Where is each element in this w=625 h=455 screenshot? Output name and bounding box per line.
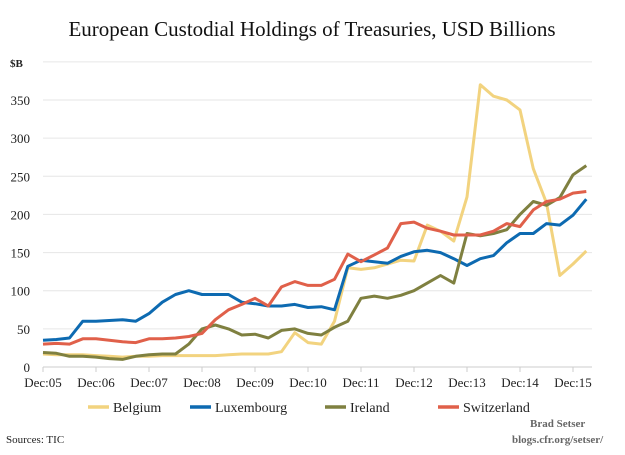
chart-title: European Custodial Holdings of Treasurie… [68, 17, 555, 41]
y-tick-label: 350 [11, 93, 31, 108]
y-tick-label: 0 [24, 360, 31, 375]
series-line-belgium [42, 83, 588, 359]
x-tick-label: Dec:07 [130, 375, 168, 390]
legend-item-ireland: Ireland [325, 401, 390, 416]
series-line-switzerland [42, 190, 587, 346]
y-tick-label: 100 [11, 284, 31, 299]
y-tick-label: 50 [17, 322, 30, 337]
y-tick-label: 200 [11, 207, 31, 222]
legend: Belgium Luxembourg Ireland Switzerland [88, 401, 530, 416]
source-note: Sources: TIC [6, 434, 64, 446]
y-tick-labels: 0 50 100 150 200 250 300 350 [11, 93, 31, 375]
x-ticks: Dec:05 Dec:06 Dec:07 Dec:08 Dec:09 Dec:10 Dec:… [24, 367, 592, 390]
x-tick-label: Dec:15 [554, 375, 592, 390]
y-tick-label: 300 [11, 131, 31, 146]
x-tick-label: Dec:06 [77, 375, 115, 390]
series-line-luxembourg [42, 198, 588, 342]
x-tick-label: Dec:12 [395, 375, 433, 390]
legend-item-switzerland: Switzerland [438, 401, 530, 416]
legend-label: Ireland [350, 401, 390, 416]
x-tick-label: Dec:10 [289, 375, 327, 390]
site-credit: blogs.cfr.org/setser/ [512, 434, 604, 446]
legend-label: Switzerland [463, 401, 530, 416]
gridlines [43, 61, 592, 368]
legend-item-belgium: Belgium [88, 401, 161, 416]
x-tick-label: Dec:13 [448, 375, 486, 390]
x-tick-label: Dec:08 [183, 375, 221, 390]
y-tick-label: 150 [11, 246, 31, 261]
x-tick-label: Dec:14 [501, 375, 539, 390]
x-tick-label: Dec:05 [24, 375, 62, 390]
author-credit: Brad Setser [530, 418, 585, 430]
legend-label: Luxembourg [215, 401, 287, 416]
series-lines [42, 83, 588, 361]
x-tick-label: Dec:11 [342, 375, 379, 390]
legend-item-luxembourg: Luxembourg [190, 401, 287, 416]
series-line-ireland [42, 164, 588, 361]
y-tick-label: 250 [11, 169, 31, 184]
x-tick-label: Dec:09 [236, 375, 274, 390]
y-axis-label: $B [10, 58, 24, 70]
legend-label: Belgium [113, 401, 161, 416]
